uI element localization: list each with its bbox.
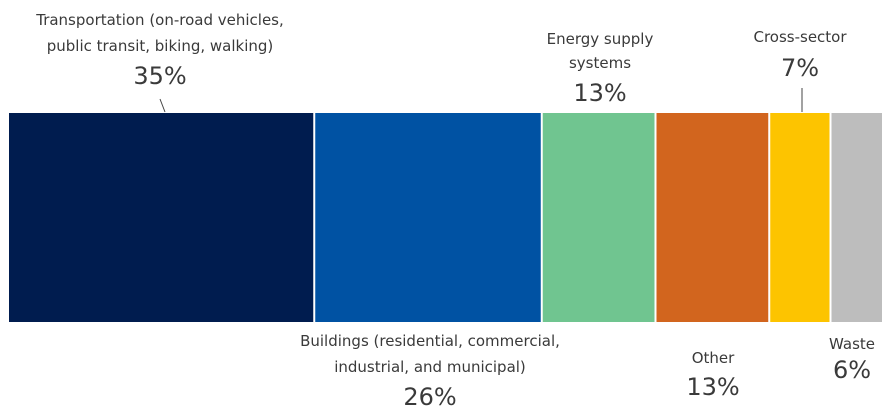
- segment-label-3-line-1: Energy supply: [547, 30, 654, 48]
- bar-segment-6: [831, 113, 882, 322]
- segment-label-5-line-1: Cross-sector: [753, 28, 847, 46]
- segment-value-2: 26%: [403, 383, 456, 411]
- segment-label-4-line-1: Other: [692, 349, 735, 367]
- bar-segments: [9, 113, 882, 322]
- segment-value-1: 35%: [133, 62, 186, 90]
- leader-lines: [159, 88, 803, 113]
- segment-label-1-line-1: Transportation (on-road vehicles,: [35, 11, 284, 29]
- bar-segment-4: [656, 113, 769, 322]
- segment-label-3-line-2: systems: [569, 54, 631, 72]
- bar-segment-3: [542, 113, 655, 322]
- leader-line-1: [159, 98, 166, 113]
- segment-label-1-line-2: public transit, biking, walking): [47, 37, 274, 55]
- bar-segment-5: [770, 113, 830, 322]
- segment-value-6: 6%: [833, 356, 871, 384]
- bar-segment-2: [315, 113, 541, 322]
- segment-value-5: 7%: [781, 54, 819, 82]
- segment-value-3: 13%: [573, 79, 626, 107]
- segment-labels: Transportation (on-road vehicles, public …: [35, 11, 875, 411]
- segment-label-6-line-1: Waste: [829, 335, 875, 353]
- segment-value-4: 13%: [686, 373, 739, 401]
- bar-segment-1: [9, 113, 314, 322]
- segment-label-2-line-2: industrial, and municipal): [334, 358, 526, 376]
- segment-label-2-line-1: Buildings (residential, commercial,: [300, 332, 560, 350]
